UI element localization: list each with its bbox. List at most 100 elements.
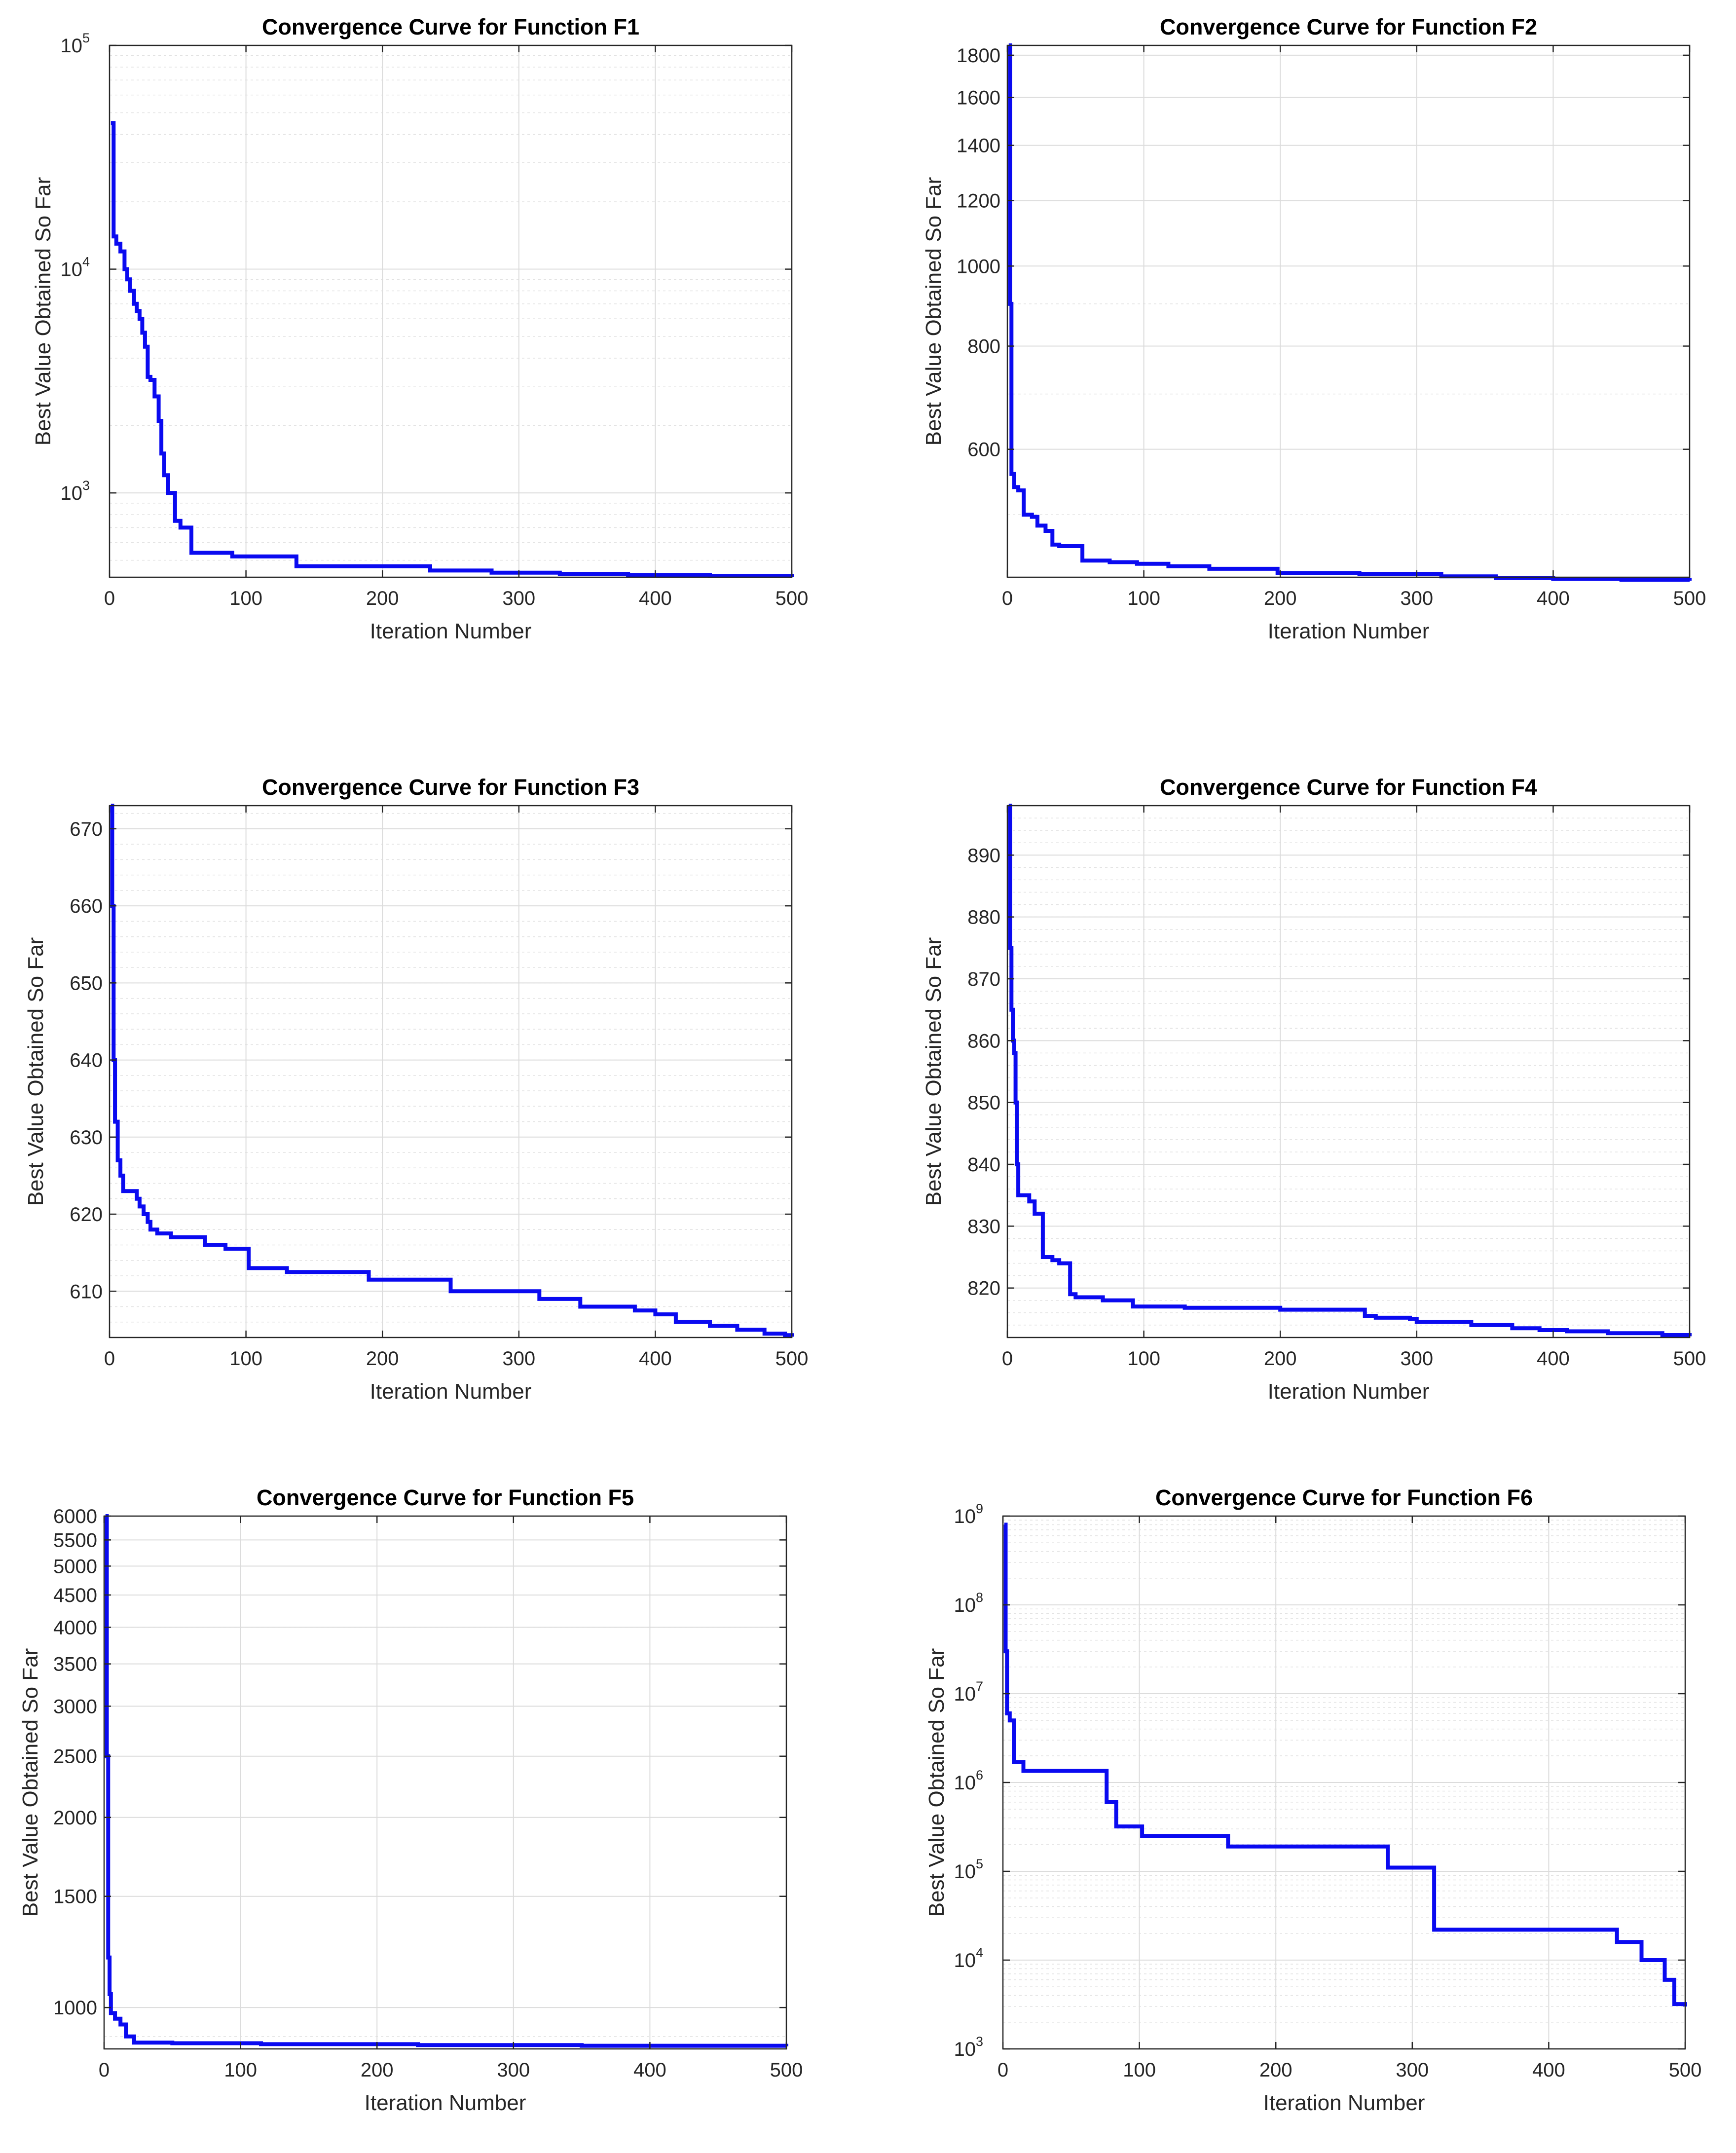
f5-y-tick-label: 3500 xyxy=(53,1654,97,1675)
f1-y-axis-label: Best Value Obtained So Far xyxy=(31,177,55,446)
f4-x-tick-label: 200 xyxy=(1264,1348,1297,1370)
chart-panel-f5: 0 100 200 300 400 500 1000 1500 2000 2500 3000 3500… xyxy=(18,1485,803,2115)
chart-panel-f1: 0 100 200 300 400 500 103 104 105 Convergence Cur… xyxy=(31,14,808,643)
f1-x-tick-label: 300 xyxy=(502,588,535,609)
f1-x-axis-label: Iteration Number xyxy=(370,619,532,643)
f5-x-tick-label: 400 xyxy=(633,2059,666,2081)
f6-x-axis-label: Iteration Number xyxy=(1263,2091,1425,2115)
f1-axes-frame xyxy=(109,44,793,578)
f5-x-tick-label: 200 xyxy=(361,2059,394,2081)
f5-y-tick-label: 1000 xyxy=(53,1997,97,2019)
f1-x-tick-label: 100 xyxy=(229,588,262,609)
f6-y-tick-label: 105 xyxy=(954,1856,983,1883)
f6-y-tick-label: 109 xyxy=(954,1501,983,1527)
f4-x-tick-label: 500 xyxy=(1673,1348,1706,1370)
f5-y-tick-label: 5500 xyxy=(53,1529,97,1551)
f3-x-tick-label: 100 xyxy=(229,1348,262,1370)
f3-x-tick-label: 0 xyxy=(104,1348,115,1370)
f5-x-tick-label: 0 xyxy=(99,2059,110,2081)
chart-panel-f6: 0 100 200 300 400 500 103 104 105 106 107 108 109 Con… xyxy=(924,1485,1701,2115)
f3-y-tick-label: 640 xyxy=(70,1050,103,1072)
f2-x-tick-label: 500 xyxy=(1673,588,1706,609)
f5-y-tick-label: 2000 xyxy=(53,1807,97,1829)
f6-x-tick-label: 500 xyxy=(1669,2059,1702,2081)
f4-chart-title: Convergence Curve for Function F4 xyxy=(1160,775,1537,800)
f3-x-tick-label: 400 xyxy=(639,1348,672,1370)
f6-y-tick-label: 106 xyxy=(954,1768,983,1794)
f3-x-tick-label: 200 xyxy=(366,1348,399,1370)
f4-y-tick-label: 890 xyxy=(967,845,1000,866)
f2-y-tick-label: 800 xyxy=(967,336,1000,358)
f6-y-tick-label: 107 xyxy=(954,1679,983,1705)
f2-axes-frame xyxy=(1006,44,1691,578)
f3-y-tick-label: 650 xyxy=(70,972,103,994)
f5-y-tick-label: 4000 xyxy=(53,1617,97,1638)
f6-x-tick-label: 400 xyxy=(1532,2059,1565,2081)
f5-y-tick-label: 3000 xyxy=(53,1696,97,1717)
f6-x-tick-label: 300 xyxy=(1396,2059,1429,2081)
f5-axes-frame xyxy=(103,1515,787,2050)
f5-y-tick-label: 4500 xyxy=(53,1585,97,1606)
f4-x-axis-label: Iteration Number xyxy=(1268,1379,1430,1404)
f2-chart-title: Convergence Curve for Function F2 xyxy=(1160,14,1537,39)
f4-y-tick-label: 850 xyxy=(967,1092,1000,1114)
f4-x-tick-label: 300 xyxy=(1400,1348,1433,1370)
f2-y-tick-label: 600 xyxy=(967,439,1000,461)
f2-x-tick-label: 400 xyxy=(1537,588,1570,609)
f1-x-tick-label: 500 xyxy=(776,588,809,609)
f1-y-tick-label: 103 xyxy=(60,478,90,504)
f5-convergence-line xyxy=(105,1514,788,2048)
f1-plot-area xyxy=(110,45,792,577)
f4-y-axis-label: Best Value Obtained So Far xyxy=(922,937,946,1206)
f3-y-axis-label: Best Value Obtained So Far xyxy=(24,937,48,1206)
f3-y-tick-label: 660 xyxy=(70,895,103,917)
f6-y-tick-label: 104 xyxy=(954,1945,983,1971)
f6-convergence-line xyxy=(1003,1522,1687,2007)
f4-y-tick-label: 820 xyxy=(967,1278,1000,1299)
f2-y-tick-label: 1800 xyxy=(957,45,1000,67)
f6-x-tick-label: 100 xyxy=(1123,2059,1156,2081)
f2-y-tick-label: 1200 xyxy=(957,190,1000,212)
f2-x-tick-label: 0 xyxy=(1002,588,1013,609)
f4-plot-area xyxy=(1007,806,1690,1337)
f6-x-tick-label: 200 xyxy=(1259,2059,1293,2081)
f3-x-axis-label: Iteration Number xyxy=(370,1379,532,1404)
f3-convergence-line xyxy=(110,804,794,1337)
f4-x-tick-label: 400 xyxy=(1537,1348,1570,1370)
f2-x-axis-label: Iteration Number xyxy=(1268,619,1430,643)
f1-x-tick-label: 0 xyxy=(104,588,115,609)
f4-y-tick-label: 860 xyxy=(967,1030,1000,1052)
f4-y-tick-label: 880 xyxy=(967,907,1000,928)
f3-y-tick-label: 630 xyxy=(70,1127,103,1149)
f5-y-tick-label: 1500 xyxy=(53,1886,97,1908)
f2-plot-area xyxy=(1007,45,1690,577)
f3-y-tick-label: 670 xyxy=(70,818,103,840)
f2-y-tick-label: 1600 xyxy=(957,87,1000,109)
f1-convergence-line xyxy=(111,121,794,578)
f5-y-tick-label: 5000 xyxy=(53,1556,97,1577)
f6-y-tick-label: 108 xyxy=(954,1590,983,1616)
f3-plot-area xyxy=(110,806,792,1337)
f6-y-axis-label: Best Value Obtained So Far xyxy=(924,1648,949,1917)
f2-x-tick-label: 300 xyxy=(1400,588,1433,609)
f3-axes-frame xyxy=(109,805,793,1338)
f4-axes-frame xyxy=(1006,805,1691,1338)
f4-y-tick-label: 840 xyxy=(967,1154,1000,1176)
f5-y-tick-label: 6000 xyxy=(53,1506,97,1527)
f1-x-tick-label: 400 xyxy=(639,588,672,609)
f2-x-tick-label: 200 xyxy=(1264,588,1297,609)
chart-panel-f3: 0 100 200 300 400 500 610 620 630 640 650 660 670 Con… xyxy=(24,775,808,1404)
f5-chart-title: Convergence Curve for Function F5 xyxy=(257,1485,634,1510)
f5-x-tick-label: 500 xyxy=(770,2059,803,2081)
f4-x-tick-label: 0 xyxy=(1002,1348,1013,1370)
f2-x-tick-label: 100 xyxy=(1127,588,1160,609)
f1-y-tick-label: 105 xyxy=(60,31,90,57)
f4-y-tick-label: 830 xyxy=(967,1216,1000,1237)
f1-chart-title: Convergence Curve for Function F1 xyxy=(262,14,639,39)
f4-x-tick-label: 100 xyxy=(1127,1348,1160,1370)
f4-convergence-line xyxy=(1008,804,1692,1337)
f6-y-tick-label: 103 xyxy=(954,2034,983,2060)
f6-x-tick-label: 0 xyxy=(997,2059,1008,2081)
f3-y-tick-label: 610 xyxy=(70,1281,103,1302)
